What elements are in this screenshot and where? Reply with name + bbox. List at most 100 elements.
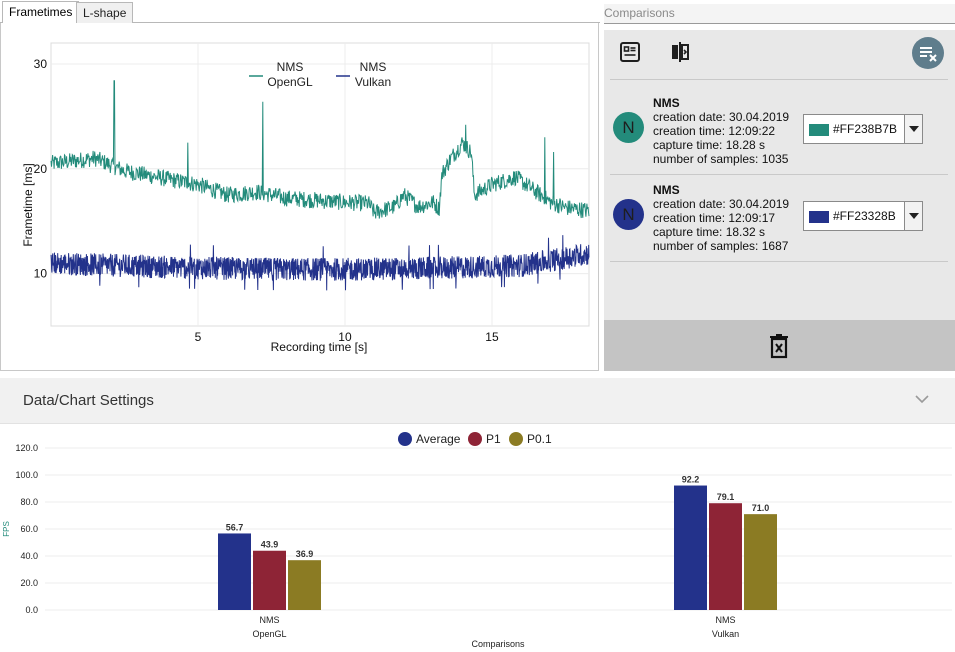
x-axis-label: Comparisons xyxy=(471,639,525,649)
entry-details: NMS creation date: 30.04.2019 creation t… xyxy=(653,183,789,253)
chevron-down-icon[interactable] xyxy=(904,115,922,143)
entry-creation-time: creation time: 12:09:17 xyxy=(653,211,776,225)
clear-list-icon xyxy=(920,47,937,62)
data-label: 56.7 xyxy=(226,522,244,532)
x-tick-label: Vulkan xyxy=(712,629,739,639)
series-line-vulkan xyxy=(50,235,590,291)
comparison-entry[interactable]: N NMS creation date: 30.04.2019 creation… xyxy=(604,88,953,174)
y-tick-label: 0.0 xyxy=(25,605,38,615)
bar xyxy=(744,514,777,610)
y-tick-label: 20.0 xyxy=(20,578,38,588)
y-tick-label: 100.0 xyxy=(15,470,38,480)
settings-label: Data/Chart Settings xyxy=(23,392,154,409)
legend-label-opengl-line1: NMS xyxy=(277,60,304,74)
entry-separator xyxy=(610,174,948,175)
x-axis-label: Recording time [s] xyxy=(271,340,368,354)
series-line-opengl xyxy=(50,80,590,219)
color-hex-value: #FF238B7B xyxy=(833,122,898,136)
color-swatch xyxy=(809,124,829,136)
tab-l-shape[interactable]: L-shape xyxy=(76,2,134,23)
y-axis-label: FPS xyxy=(2,521,11,537)
entry-creation-time: creation time: 12:09:22 xyxy=(653,124,776,138)
tick-labels: 0.0 20.0 40.0 60.0 80.0 100.0 120.0 NMS OpenGL NM… xyxy=(15,443,739,639)
legend-label-vulkan-line1: NMS xyxy=(360,60,387,74)
y-axis-label: Frametime [ms] xyxy=(21,163,35,246)
comparisons-footer xyxy=(604,320,955,371)
legend-label: Average xyxy=(416,432,461,446)
chevron-down-icon[interactable] xyxy=(914,393,930,405)
y-tick-label: 10 xyxy=(34,267,48,281)
bar xyxy=(253,550,286,610)
entry-details: NMS creation date: 30.04.2019 creation t… xyxy=(653,96,789,166)
bar xyxy=(218,533,251,610)
y-tick-label: 40.0 xyxy=(20,551,38,561)
legend-swatch xyxy=(468,432,482,446)
toolbar-separator xyxy=(610,79,948,80)
data-label: 92.2 xyxy=(682,475,700,485)
tab-frametimes[interactable]: Frametimes xyxy=(2,1,80,24)
legend-label: P1 xyxy=(486,432,501,446)
tick-labels: 5 10 15 10 20 30 xyxy=(34,57,499,344)
data-label: 36.9 xyxy=(296,549,314,559)
legend-swatch xyxy=(398,432,412,446)
comparison-entry[interactable]: N NMS creation date: 30.04.2019 creation… xyxy=(604,175,953,261)
grid-lines xyxy=(45,447,952,611)
y-tick-label: 80.0 xyxy=(20,497,38,507)
chevron-down-icon[interactable] xyxy=(904,202,922,230)
bar xyxy=(674,485,707,610)
entry-creation-date: creation date: 30.04.2019 xyxy=(653,197,790,211)
comparisons-panel: N NMS creation date: 30.04.2019 creation… xyxy=(604,30,955,371)
data-label: 79.1 xyxy=(717,492,735,502)
bars: 56.7 43.9 36.9 92.2 79.1 71.0 xyxy=(218,475,777,610)
y-tick-label: 120.0 xyxy=(15,443,38,453)
x-tick-label: 5 xyxy=(195,330,202,344)
entry-capture-time: capture time: 18.32 s xyxy=(653,225,766,239)
chart-settings-expander[interactable]: Data/Chart Settings xyxy=(0,378,955,424)
legend: NMS OpenGL NMS Vulkan xyxy=(249,60,391,89)
entry-samples: number of samples: 1687 xyxy=(653,239,789,253)
legend-label: P0.1 xyxy=(527,432,552,446)
color-picker-dropdown[interactable]: #FF23328B xyxy=(803,201,923,231)
y-tick-label: 20 xyxy=(34,162,48,176)
color-hex-value: #FF23328B xyxy=(833,209,896,223)
entry-creation-date: creation date: 30.04.2019 xyxy=(653,110,790,124)
legend-label-opengl-line2: OpenGL xyxy=(267,75,313,89)
y-tick-label: 30 xyxy=(34,57,48,71)
frametimes-chart: 5 10 15 10 20 30 Recording time [s] Frametime… xyxy=(21,42,590,354)
clear-list-button[interactable] xyxy=(912,37,944,69)
legend: Average P1 P0.1 xyxy=(398,432,552,446)
entry-name: NMS xyxy=(653,96,680,110)
entry-samples: number of samples: 1035 xyxy=(653,152,789,166)
legend-swatch xyxy=(509,432,523,446)
data-label: 71.0 xyxy=(752,503,770,513)
x-tick-label: 15 xyxy=(485,330,499,344)
avatar: N xyxy=(613,199,644,230)
comparisons-toolbar xyxy=(604,30,953,80)
chart-tabstrip: Frametimes L-shape xyxy=(0,0,600,24)
bar xyxy=(288,560,321,610)
x-tick-label: OpenGL xyxy=(252,629,286,639)
entry-capture-time: capture time: 18.28 s xyxy=(653,138,766,152)
avatar: N xyxy=(613,112,644,143)
fps-bar-chart-panel: Average P1 P0.1 56.7 43.9 36.9 92.2 79.1 71.0 0… xyxy=(0,426,955,652)
frametimes-chart-panel: 5 10 15 10 20 30 Recording time [s] Frametime… xyxy=(0,23,599,371)
series-lines xyxy=(50,80,590,291)
x-tick-label: NMS xyxy=(716,615,736,625)
entry-separator xyxy=(610,261,948,262)
x-tick-label: 10 xyxy=(338,330,352,344)
delete-icon[interactable] xyxy=(768,333,790,359)
data-label: 43.9 xyxy=(261,540,279,550)
color-swatch xyxy=(809,211,829,223)
compare-icon[interactable] xyxy=(668,40,692,64)
legend-label-vulkan-line2: Vulkan xyxy=(355,75,391,89)
bar xyxy=(709,503,742,610)
plot-area xyxy=(50,42,590,327)
comparisons-header: Comparisons xyxy=(604,4,955,24)
color-picker-dropdown[interactable]: #FF238B7B xyxy=(803,114,923,144)
entry-name: NMS xyxy=(653,183,680,197)
x-tick-label: NMS xyxy=(260,615,280,625)
details-list-icon[interactable] xyxy=(618,40,642,64)
fps-bar-chart: Average P1 P0.1 56.7 43.9 36.9 92.2 79.1 71.0 0… xyxy=(2,432,952,649)
y-tick-label: 60.0 xyxy=(20,524,38,534)
